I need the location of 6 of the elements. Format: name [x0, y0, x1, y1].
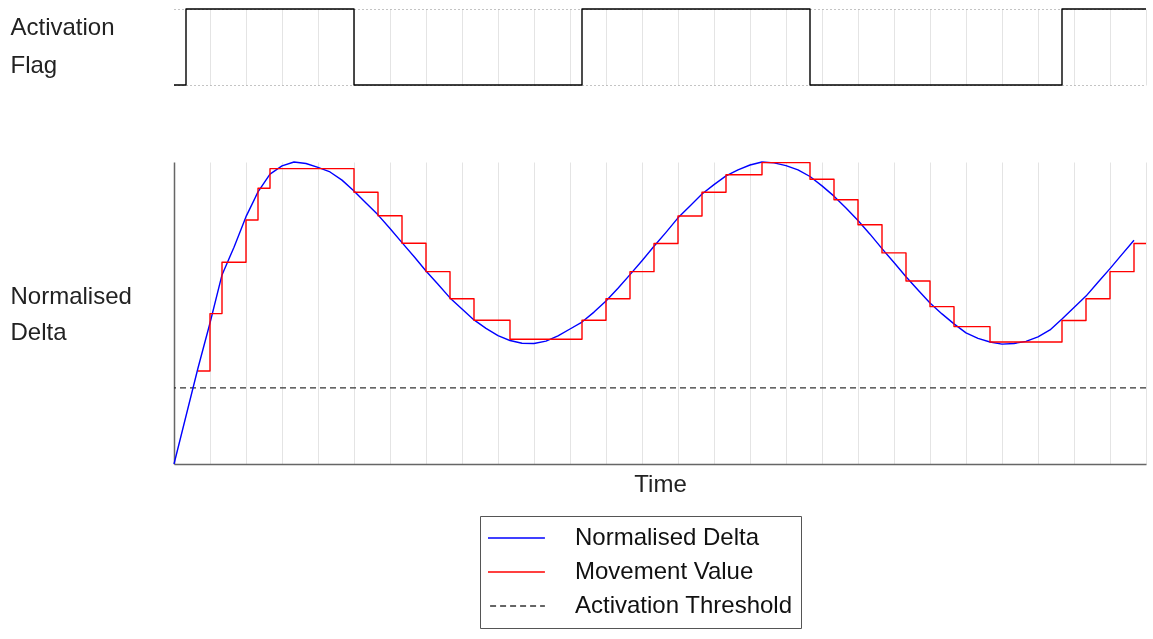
x-axis-title: Time [634, 469, 687, 497]
legend-label: Activation Threshold [575, 591, 793, 618]
legend-label: Movement Value [575, 557, 754, 584]
legend-label: Normalised Delta [575, 523, 760, 550]
y-axis-title: Normalised Delta [10, 281, 132, 345]
y-axis-title: Activation Flag [10, 12, 115, 78]
